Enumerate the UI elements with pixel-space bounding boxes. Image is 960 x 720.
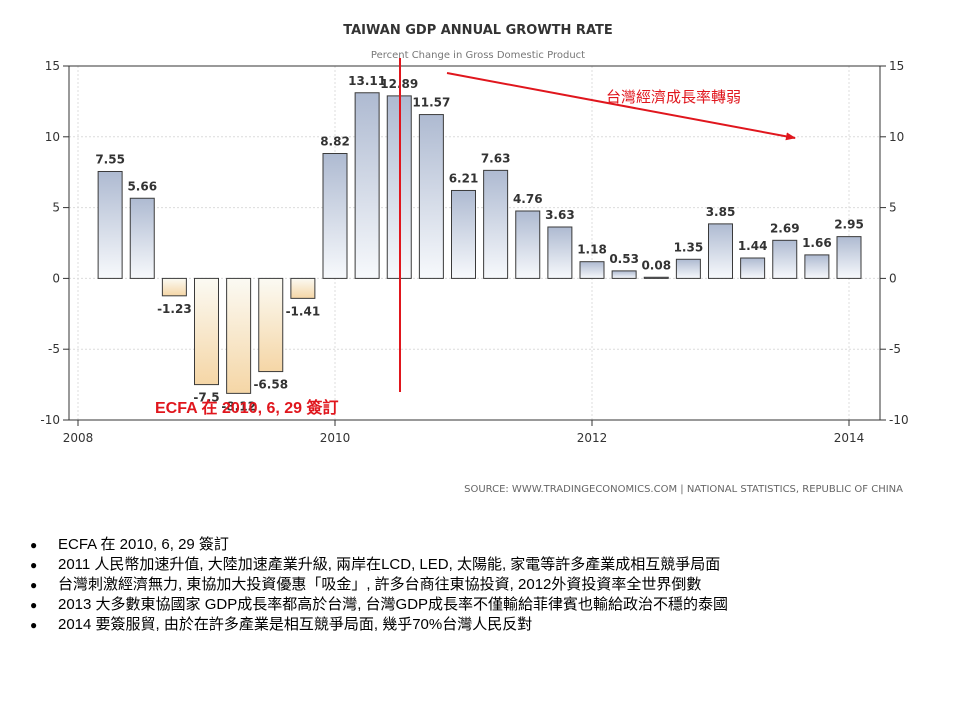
chart-source: SOURCE: WWW.TRADINGECONOMICS.COM | NATIO… — [464, 484, 903, 495]
data-label: -7.5 — [193, 391, 219, 405]
data-label: 2.69 — [770, 221, 800, 235]
data-label: 0.08 — [641, 258, 671, 272]
note-text: 2011 人民幣加速升值, 大陸加速產業升級, 兩岸在LCD, LED, 太陽能… — [58, 556, 721, 573]
y-tick-label: -5 — [889, 342, 901, 356]
y-tick-label: -10 — [40, 413, 60, 427]
bullet-icon: ● — [30, 618, 38, 632]
trend-arrow — [446, 72, 796, 141]
trend-annotation: 台灣經濟成長率轉弱 — [606, 88, 741, 106]
bar — [708, 223, 733, 279]
y-tick-label: -5 — [48, 342, 60, 356]
bar — [643, 276, 669, 279]
ecfa-annotation: ECFA 在 2010, 6, 29 簽訂 — [155, 398, 339, 417]
bullet-icon: ● — [30, 578, 38, 592]
data-label: -1.23 — [157, 302, 192, 316]
bar — [258, 277, 284, 373]
note-text: 台灣刺激經濟無力, 東協加大投資優惠「吸金」, 許多台商往東協投資, 2012外… — [58, 576, 702, 593]
data-label: 1.66 — [802, 236, 832, 250]
x-tick-label: 2014 — [834, 431, 865, 445]
note-item: ● 2013 大多數東協國家 GDP成長率都高於台灣, 台灣GDP成長率不僅輸給菲… — [30, 595, 950, 615]
data-label: 11.57 — [412, 96, 450, 110]
bar — [675, 258, 701, 279]
bar — [194, 277, 219, 386]
bullet-icon: ● — [30, 538, 38, 552]
bar — [354, 92, 380, 279]
gdp-growth-chart: TAIWAN GDP ANNUAL GROWTH RATE Percent Ch… — [40, 23, 909, 495]
note-item: ● ECFA 在 2010, 6, 29 簽訂 — [30, 535, 950, 555]
note-item: ● 台灣刺激經濟無力, 東協加大投資優惠「吸金」, 許多台商往東協投資, 2012… — [30, 575, 950, 595]
bar — [322, 153, 348, 279]
data-label: -6.58 — [253, 378, 288, 392]
bar — [97, 170, 123, 279]
data-label: 4.76 — [513, 192, 543, 206]
y-tick-label: 15 — [889, 59, 904, 73]
data-label: 1.44 — [738, 239, 768, 253]
data-labels: 7.555.66 -1.23 -7.5-8.12 -6.58 -1.41 8.82 13.1… — [95, 74, 863, 414]
data-label: 0.53 — [609, 252, 639, 266]
data-label: -1.41 — [286, 304, 321, 318]
notes-list: ● ECFA 在 2010, 6, 29 簽訂 ● 2011 人民幣加速升值, 大陸… — [30, 535, 950, 635]
y-tick-label: -10 — [889, 413, 909, 427]
note-text: 2013 大多數東協國家 GDP成長率都高於台灣, 台灣GDP成長率不僅輸給菲律… — [58, 596, 729, 613]
y-tick-label: 10 — [889, 130, 904, 144]
note-item: ● 2014 要簽服貿, 由於在許多產業是相互競爭局面, 幾乎70%台灣人民反對 — [30, 615, 950, 635]
y-tick-label: 0 — [889, 271, 897, 285]
x-tick-label: 2008 — [63, 431, 94, 445]
plot-frame — [68, 65, 881, 421]
bullet-icon: ● — [30, 598, 38, 612]
data-label: 3.85 — [706, 205, 736, 219]
bar — [290, 277, 316, 299]
bar — [226, 277, 252, 394]
note-text: 2014 要簽服貿, 由於在許多產業是相互競爭局面, 幾乎70%台灣人民反對 — [58, 616, 533, 633]
bar — [579, 261, 605, 279]
bar — [129, 197, 155, 279]
bar — [418, 114, 444, 279]
bar — [161, 277, 187, 297]
data-label: 13.11 — [348, 74, 386, 88]
y-tick-label: 15 — [45, 59, 60, 73]
data-label: 2.95 — [834, 218, 864, 232]
bullet-icon: ● — [30, 558, 38, 572]
x-axis: 2008 2010 2012 2014 — [63, 420, 865, 445]
data-label: 7.63 — [481, 151, 511, 165]
bar — [804, 254, 830, 279]
data-label: 3.63 — [545, 208, 575, 222]
bar — [483, 169, 509, 279]
bar — [772, 239, 798, 279]
data-label: 5.66 — [127, 179, 157, 193]
x-tick-label: 2010 — [320, 431, 351, 445]
y-tick-label: 5 — [52, 201, 60, 215]
y-axis-left: 15 10 5 0 -5 -10 — [40, 59, 69, 427]
chart-title: TAIWAN GDP ANNUAL GROWTH RATE — [343, 23, 613, 38]
y-tick-label: 5 — [889, 201, 897, 215]
y-axis-right: 15 10 5 0 -5 -10 — [880, 59, 909, 427]
note-text: ECFA 在 2010, 6, 29 簽訂 — [58, 536, 229, 553]
bar — [451, 189, 476, 279]
note-item: ● 2011 人民幣加速升值, 大陸加速產業升級, 兩岸在LCD, LED, 太陽… — [30, 555, 950, 575]
bar — [611, 270, 637, 279]
bars — [97, 92, 862, 394]
data-label: 8.82 — [320, 135, 350, 149]
y-tick-label: 0 — [52, 271, 60, 285]
y-tick-label: 10 — [45, 130, 60, 144]
bar — [515, 210, 541, 279]
bar — [740, 257, 766, 279]
chart-subtitle: Percent Change in Gross Domestic Product — [371, 50, 585, 61]
data-label: 1.35 — [674, 240, 704, 254]
data-label: 1.18 — [577, 243, 607, 257]
data-label: -8.12 — [221, 399, 256, 413]
bar — [836, 236, 862, 279]
data-label: 7.55 — [95, 152, 125, 166]
data-label: 6.21 — [449, 171, 479, 185]
bar — [547, 226, 573, 279]
x-tick-label: 2012 — [577, 431, 608, 445]
